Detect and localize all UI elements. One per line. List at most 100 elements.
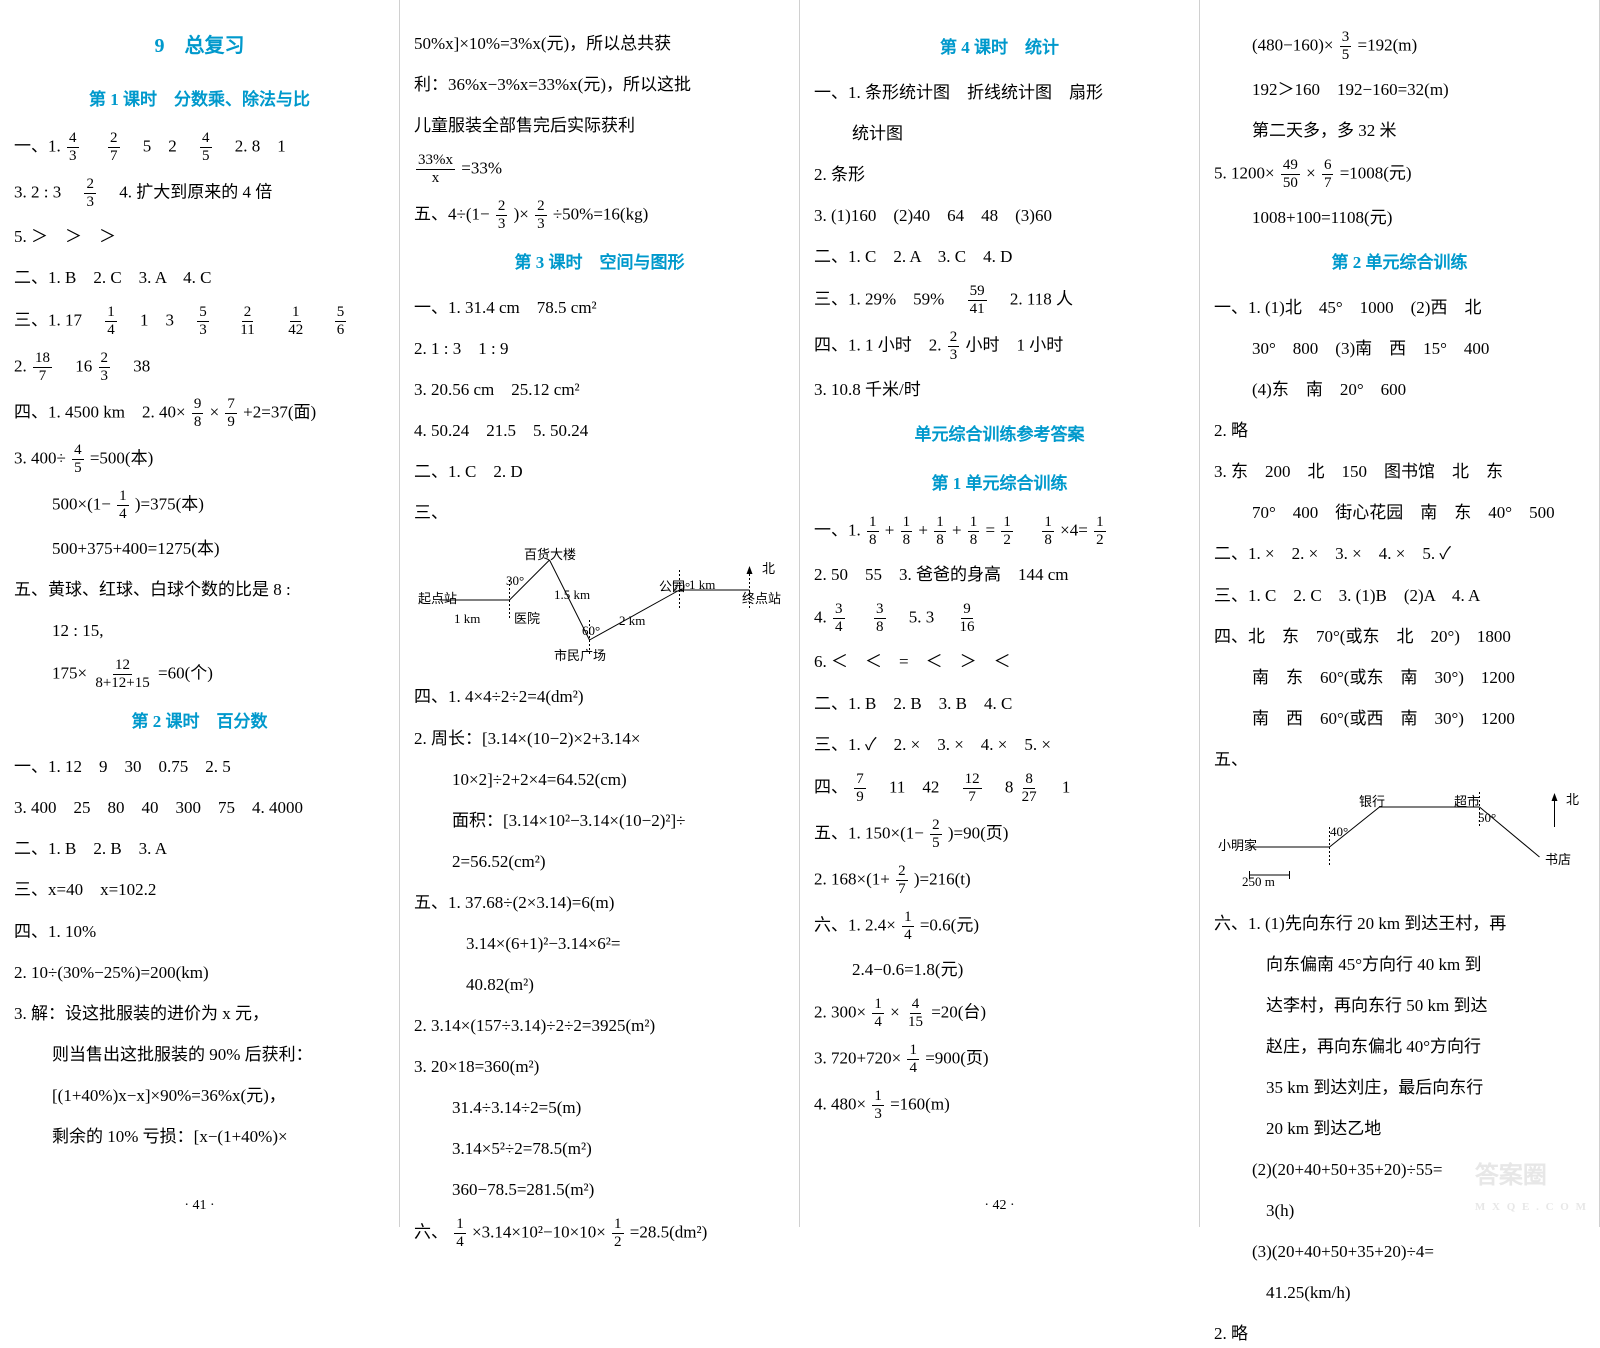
txt: 六、 bbox=[414, 1222, 448, 1241]
num: 4 bbox=[72, 443, 84, 460]
fraction: 916 bbox=[958, 602, 977, 635]
den: 7 bbox=[108, 148, 120, 164]
txt: 五、4÷(1− bbox=[414, 205, 490, 224]
text-line: 利：36%x−3%x=33%x(元)，所以这批 bbox=[414, 71, 785, 99]
fraction: 18 bbox=[1042, 515, 1054, 548]
num: 5 bbox=[335, 305, 347, 322]
text-line: 二、1. C 2. D bbox=[414, 458, 785, 486]
txt: 2. 300× bbox=[814, 1002, 866, 1021]
den: 42 bbox=[286, 322, 305, 338]
den: 8 bbox=[901, 532, 913, 548]
den: 4 bbox=[454, 1234, 466, 1250]
fraction: 27 bbox=[108, 131, 120, 164]
diagram-label: 银行 bbox=[1359, 791, 1385, 812]
txt: 1 3 bbox=[123, 311, 191, 330]
text-line: 三、1. C 2. C 3. (1)B (2)A 4. A bbox=[1214, 582, 1585, 610]
den: 8 bbox=[968, 532, 980, 548]
den: 3 bbox=[535, 216, 547, 232]
txt: 四、 bbox=[814, 777, 848, 796]
fraction: 23 bbox=[535, 199, 547, 232]
fraction: 14 bbox=[454, 1217, 466, 1250]
txt: 4. 扩大到原来的 4 倍 bbox=[102, 182, 272, 201]
text-line: 20 km 到达乙地 bbox=[1214, 1115, 1585, 1143]
fraction: 13 bbox=[872, 1089, 884, 1122]
num: 4 bbox=[200, 131, 212, 148]
fraction: 67 bbox=[1322, 158, 1334, 191]
fraction: 79 bbox=[854, 772, 866, 805]
den: 8 bbox=[934, 532, 946, 548]
text-line: 500+375+400=1275(本) bbox=[14, 535, 385, 563]
den: 3 bbox=[67, 148, 79, 164]
den: 8 bbox=[867, 532, 879, 548]
text-line: 面积：[3.14×10²−3.14×(10−2)²]÷ bbox=[414, 807, 785, 835]
diagram-label: 1 km bbox=[454, 608, 480, 629]
den: 3 bbox=[99, 368, 111, 384]
txt: 5. 3 bbox=[892, 608, 952, 627]
den: 2 bbox=[1094, 532, 1106, 548]
num: 1 bbox=[105, 305, 117, 322]
fraction: 128+12+15 bbox=[93, 658, 151, 691]
diagram-label: 250 m bbox=[1242, 871, 1275, 892]
text-line: 四、1. 4×4÷2÷2=4(dm²) bbox=[414, 683, 785, 711]
fraction: 14 bbox=[872, 997, 884, 1030]
txt: 5. 1200× bbox=[1214, 164, 1275, 183]
text-line: 2.4−0.6=1.8(元) bbox=[814, 956, 1185, 984]
den: 15 bbox=[906, 1014, 925, 1030]
den: 50 bbox=[1281, 175, 1300, 191]
text-line: 4. 480× 13 =160(m) bbox=[814, 1089, 1185, 1122]
num: 2 bbox=[496, 199, 508, 216]
diagram-label: 50° bbox=[1478, 807, 1496, 828]
fraction: 45 bbox=[72, 443, 84, 476]
section-3-title: 第 3 课时 空间与图形 bbox=[414, 249, 785, 277]
num: 18 bbox=[33, 351, 52, 368]
fraction: 38 bbox=[874, 602, 886, 635]
text-line: 三、 bbox=[414, 499, 785, 527]
text-line: 192＞160 192−160=32(m) bbox=[1214, 76, 1585, 104]
text-line: 6. ＜ ＜ = ＜ ＞ ＜ bbox=[814, 648, 1185, 676]
text-line: 40.82(m²) bbox=[414, 971, 785, 999]
den: 8 bbox=[192, 414, 204, 430]
num: 8 bbox=[1023, 772, 1035, 789]
diagram-label: 1.5 km bbox=[554, 584, 590, 605]
text-line: 六、 14 ×3.14×10²−10×10× 12 =28.5(dm²) bbox=[414, 1217, 785, 1250]
den: 5 bbox=[200, 148, 212, 164]
diagram-label: 2 km bbox=[619, 610, 645, 631]
txt: + bbox=[952, 521, 962, 540]
num: 1 bbox=[902, 910, 914, 927]
text-line: 2. 略 bbox=[1214, 1320, 1585, 1348]
txt: 4. bbox=[814, 608, 831, 627]
txt: 16 bbox=[58, 357, 92, 376]
fraction: 12 bbox=[612, 1217, 624, 1250]
num: 1 bbox=[901, 515, 913, 532]
text-line: 向东偏南 45°方向行 40 km 到 bbox=[1214, 951, 1585, 979]
text-line: 2. 187 16 23 38 bbox=[14, 351, 385, 384]
txt: 一、1. bbox=[814, 521, 865, 540]
fraction: 4950 bbox=[1281, 158, 1300, 191]
txt: )=90(页) bbox=[948, 823, 1009, 842]
sp bbox=[263, 311, 280, 330]
text-line: 2=56.52(cm²) bbox=[414, 848, 785, 876]
den: 3 bbox=[872, 1106, 884, 1122]
text-line: 南 东 60°(或东 南 30°) 1200 bbox=[1214, 664, 1585, 692]
text-line: (480−160)× 35 =192(m) bbox=[1214, 30, 1585, 63]
num: 5 bbox=[197, 305, 209, 322]
text-line: 41.25(km/h) bbox=[1214, 1279, 1585, 1307]
txt: =0.6(元) bbox=[920, 915, 979, 934]
text-line: 儿童服装全部售完后实际获利 bbox=[414, 112, 785, 140]
den: 3 bbox=[496, 216, 508, 232]
txt: 四、1. 4500 km 2. 40× bbox=[14, 403, 186, 422]
text-line: 2. 300× 14 × 415 =20(台) bbox=[814, 997, 1185, 1030]
num: 2 bbox=[242, 305, 254, 322]
text-line: 3. 20×18=360(m²) bbox=[414, 1053, 785, 1081]
txt: ÷50%=16(kg) bbox=[553, 205, 648, 224]
column-2: 50%x]×10%=3%x(元)，所以总共获 利：36%x−3%x=33%x(元… bbox=[400, 0, 800, 1227]
section-1-title: 第 1 课时 分数乘、除法与比 bbox=[14, 86, 385, 114]
text-line: 50%x]×10%=3%x(元)，所以总共获 bbox=[414, 30, 785, 58]
text-line: (4)东 南 20° 600 bbox=[1214, 376, 1585, 404]
text-line: 则当售出这批服装的 90% 后获利： bbox=[14, 1041, 385, 1069]
text-line: 2. 略 bbox=[1214, 417, 1585, 445]
num: 1 bbox=[612, 1217, 624, 1234]
chapter-title: 9 总复习 bbox=[14, 30, 385, 63]
den: 2 bbox=[612, 1234, 624, 1250]
num: 9 bbox=[961, 602, 973, 619]
